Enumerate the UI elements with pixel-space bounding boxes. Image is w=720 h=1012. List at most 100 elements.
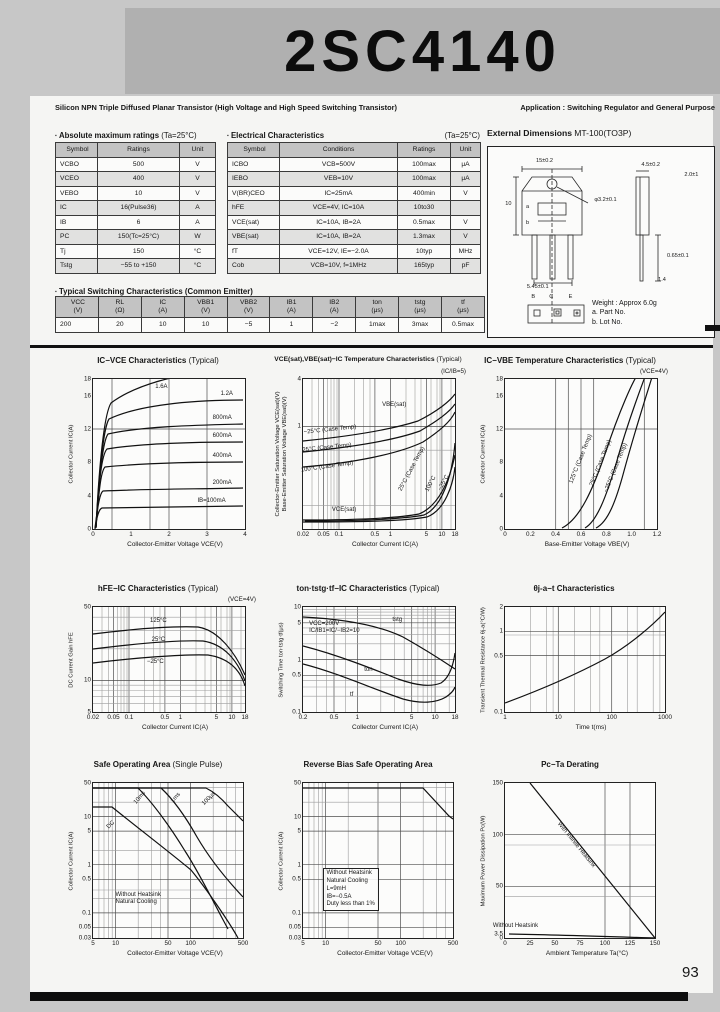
x-tick-label: 0 [503,940,507,947]
x-tick-label: 18 [451,531,459,538]
plot-canvas [303,783,453,938]
x-tick-label: 100 [599,940,611,947]
abs-max-condition: (Ta=25°C) [161,131,197,140]
plot-canvas [505,607,665,712]
part-number-title: 2SC4140 [284,18,561,84]
y-tick-label: 0.1 [82,909,91,917]
x-tick-label: 0.02 [86,714,100,721]
y-tick-label: 10 [83,676,91,684]
electrical-condition: (Ta=25°C) [444,131,480,140]
graph-title-suffix: (Single Pulse) [172,760,223,769]
curve-label: 1.6A [155,383,168,390]
curve-label: 125°C [149,617,167,624]
table-row: PC 150(Tc=25°C) W [55,229,216,245]
y-tick-label: 5 [297,827,301,835]
package-name: MT-100(TO3P) [574,128,632,138]
curve-label: −25°C [146,658,164,665]
x-tick-label: 10 [322,940,330,947]
dimension-label: b [525,220,530,226]
dimension-label: B [531,294,536,301]
table-row: Tstg −55 to +150 °C [55,258,216,274]
package-drawing-canvas [513,166,661,325]
cell: 20 [97,317,142,333]
dimension-label: 2.0±1 [684,171,699,178]
header-cell: Conditions [279,142,398,158]
cell: 400 [97,171,180,187]
cell: °C [179,243,216,259]
curve-label: VCE(sat) [331,507,357,514]
electrical-title-text: Electrical Characteristics [230,131,325,140]
cell: VBE(sat) [227,229,280,245]
y-tick-label: 10 [293,813,301,821]
cell: 500 [97,156,180,172]
title-banner: 2SC4140 [125,8,720,94]
y-tick-label: 3.5 [494,930,503,938]
cell: μA [450,156,481,172]
cell: PC [55,229,98,245]
graph-rbsoa: Reverse Bias Safe Operating Area Collect… [268,760,468,957]
cell: 165typ [397,258,451,274]
switching-title-text: Typical Switching Characteristics (Commo… [58,287,253,296]
x-axis-label: Collector Current IC(A) [351,541,419,548]
y-axis-label: DC Current Gain hFE [68,631,75,688]
curve-label: 400mA [212,452,232,459]
cell: Tj [55,243,98,259]
cell: pF [450,258,481,274]
x-tick-label: 0.2 [298,714,308,721]
graph-title: Safe Operating Area (Single Pulse) [58,760,258,771]
x-tick-label: 50 [551,940,559,947]
graph-title: Reverse Bias Safe Operating Area [268,760,468,771]
x-tick-label: 18 [451,714,459,721]
x-axis-label: Collector-Emitter Voltage VCE(V) [127,541,223,548]
y-tick-label: 10 [293,603,301,611]
y-tick-label: 0 [87,525,91,533]
x-axis-label: Collector Current IC(A) [141,724,209,731]
y-tick-label: 12 [495,425,503,433]
x-tick-label: 10 [554,714,562,721]
switching-header-row: VCC (V) RL (Ω) IC (A) VBB1 (V) VBB2 (V) IB1 (… [55,296,485,318]
header-cell: IB2 (A) [312,296,357,318]
curve-label: IB=100mA [197,497,226,504]
header-cell: Unit [179,142,216,158]
cell: 10typ [397,243,451,259]
y-tick-label: 1 [297,861,301,869]
y-tick-label: 0.03 [288,934,301,942]
graph-title: θj-a−t Characteristics [470,584,678,595]
curve-label: tstg [392,616,403,623]
graph-title-text: VCE(sat),VBE(sat)−IC Temperature Charact… [274,356,435,363]
electrical-table: Symbol Conditions Ratings Unit ICBO VCB=500V… [227,142,481,274]
x-tick-label: 1000 [657,714,673,721]
cell: VCE=12V, IE=−2.0A [279,243,398,259]
graph-title-text: hFE−IC Characteristics [97,584,186,593]
graph-title: IC−VBE Temperature Characteristics (Typi… [470,356,670,367]
graph-note: (VCE=4V) [639,368,668,375]
x-tick-label: 100 [185,940,196,947]
dimension-label: 10 [505,201,512,207]
plot-area: 1 10 100 1000 2 1 0.5 0.1 [494,604,672,722]
plot-area: 0 1 2 3 4 18 16 12 8 4 0 1.6A 1.2A 800mA 600mA 400mA 200… [84,376,247,539]
cell: 10 [140,317,185,333]
section-bullet-icon: ▪ [55,133,57,139]
y-tick-label: 0.03 [78,934,91,942]
package-drawing: 15±0.2 10 φ3.2±0.1 4.5±0.2 2.0±1 0.65±0.1 1.4 5… [487,146,715,338]
y-tick-label: 4 [297,375,301,383]
x-tick-label: 2 [167,531,171,538]
y-tick-label: 18 [83,375,91,383]
x-tick-label: 0.02 [296,531,310,538]
cell: VCEO [55,171,98,187]
x-tick-label: 25 [526,940,534,947]
header-cell: ton (μs) [355,296,400,318]
x-tick-label: 0 [91,531,95,538]
x-tick-label: 150 [649,940,661,947]
abs-max-header-row: Symbol Ratings Unit [55,142,216,158]
y-tick-label: 0 [499,934,503,942]
header-cell: IC (A) [140,296,185,318]
section-bullet-icon: ▪ [55,289,57,295]
subtitle-row: Silicon NPN Triple Diffused Planar Trans… [55,103,715,112]
graph-title-suffix: (Typical) [625,356,656,365]
x-tick-label: 0.4 [551,531,560,538]
plot-canvas [505,379,657,529]
table-row: IB 6 A [55,214,216,230]
cell: VEBO [55,185,98,201]
header-cell: Unit [450,142,481,158]
